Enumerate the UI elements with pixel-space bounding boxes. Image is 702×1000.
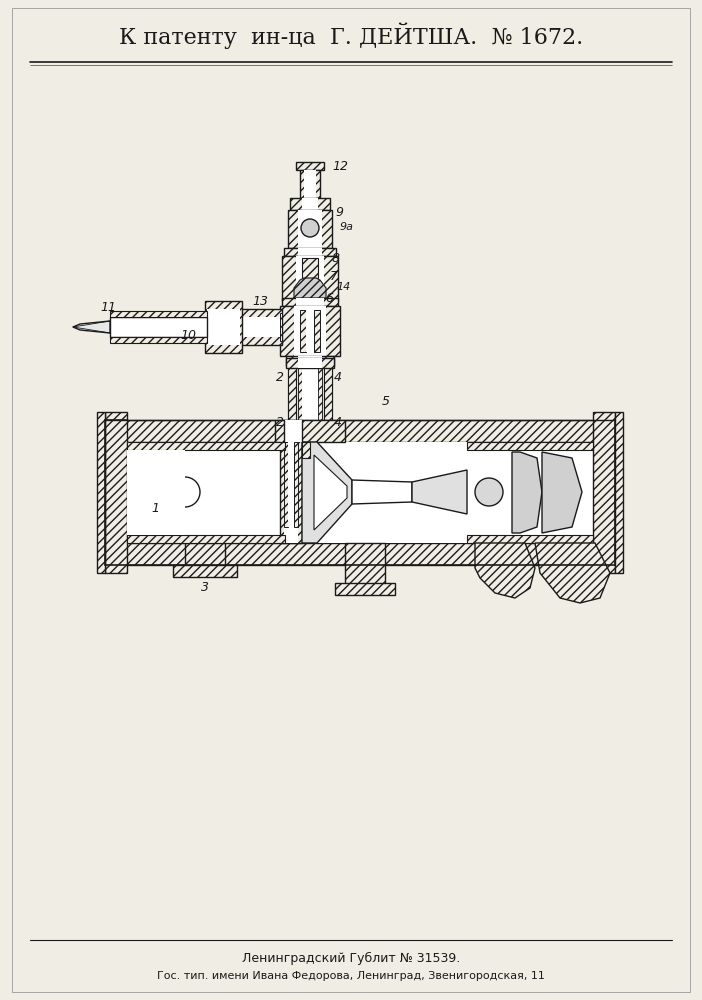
Polygon shape <box>286 356 334 366</box>
Text: 6: 6 <box>325 292 333 305</box>
Bar <box>296 256 324 301</box>
Polygon shape <box>345 543 385 593</box>
Bar <box>298 356 322 366</box>
Polygon shape <box>173 565 237 577</box>
Polygon shape <box>615 412 623 573</box>
Polygon shape <box>282 256 338 301</box>
Bar <box>304 366 316 420</box>
Polygon shape <box>314 455 347 530</box>
Polygon shape <box>110 337 207 343</box>
Bar <box>302 366 318 420</box>
Polygon shape <box>110 311 207 317</box>
Polygon shape <box>127 442 285 450</box>
Text: 1: 1 <box>151 502 159 515</box>
Polygon shape <box>73 321 110 333</box>
Bar <box>207 309 240 345</box>
Polygon shape <box>316 366 322 420</box>
Polygon shape <box>314 310 320 352</box>
Text: 4: 4 <box>334 371 342 384</box>
Bar <box>324 366 332 420</box>
Polygon shape <box>280 306 340 356</box>
Polygon shape <box>467 442 593 450</box>
Bar <box>288 442 294 527</box>
Polygon shape <box>296 162 324 170</box>
Polygon shape <box>127 535 285 543</box>
Polygon shape <box>288 366 296 420</box>
Polygon shape <box>542 452 582 533</box>
Polygon shape <box>284 248 336 256</box>
Polygon shape <box>412 470 467 514</box>
Circle shape <box>475 478 503 506</box>
Polygon shape <box>467 535 593 543</box>
Polygon shape <box>185 543 225 573</box>
Text: К патенту  ин-ца  Г. ДЕЙТША.  № 1672.: К патенту ин-ца Г. ДЕЙТША. № 1672. <box>119 23 583 49</box>
Polygon shape <box>512 452 542 533</box>
Polygon shape <box>290 198 330 210</box>
Text: Ленинградский Гублит № 31539.: Ленинградский Гублит № 31539. <box>242 951 460 965</box>
Polygon shape <box>318 366 322 420</box>
Polygon shape <box>105 412 127 573</box>
Polygon shape <box>280 313 282 341</box>
Polygon shape <box>286 358 334 368</box>
Polygon shape <box>535 543 610 603</box>
Bar <box>284 420 302 442</box>
Bar <box>298 358 322 368</box>
Polygon shape <box>593 412 615 573</box>
Text: 14: 14 <box>336 282 350 292</box>
Circle shape <box>301 219 319 237</box>
Bar <box>242 317 280 337</box>
Bar <box>288 366 296 420</box>
Polygon shape <box>205 301 242 353</box>
Bar <box>296 298 324 306</box>
Bar <box>127 442 132 543</box>
Text: 7: 7 <box>330 270 338 283</box>
Polygon shape <box>288 210 332 248</box>
Polygon shape <box>97 412 105 573</box>
Text: 2: 2 <box>276 371 284 384</box>
Polygon shape <box>324 366 332 420</box>
Polygon shape <box>302 442 310 458</box>
Bar <box>298 210 322 248</box>
Text: 9a: 9a <box>340 222 354 232</box>
Text: 4: 4 <box>334 416 342 429</box>
Text: 3: 3 <box>201 581 209 594</box>
Polygon shape <box>284 442 298 543</box>
Polygon shape <box>324 366 332 420</box>
Polygon shape <box>282 298 338 306</box>
Polygon shape <box>335 583 395 595</box>
Text: 9: 9 <box>335 206 343 219</box>
Bar <box>302 198 318 210</box>
Bar <box>306 310 314 352</box>
Bar <box>304 170 316 198</box>
Polygon shape <box>300 310 306 352</box>
Polygon shape <box>475 543 535 598</box>
Polygon shape <box>352 480 412 504</box>
Text: 10: 10 <box>180 329 196 342</box>
Text: 12: 12 <box>332 160 348 173</box>
Polygon shape <box>288 366 296 420</box>
Polygon shape <box>294 278 326 298</box>
Text: 13: 13 <box>252 295 268 308</box>
Text: 11: 11 <box>100 301 116 314</box>
Polygon shape <box>294 442 298 527</box>
Polygon shape <box>284 442 288 527</box>
Polygon shape <box>240 309 282 345</box>
Bar <box>294 306 326 356</box>
Text: 2: 2 <box>276 416 284 429</box>
Polygon shape <box>275 420 345 543</box>
Polygon shape <box>300 170 320 198</box>
Polygon shape <box>298 366 302 420</box>
Bar <box>127 442 593 543</box>
Polygon shape <box>302 258 318 278</box>
Polygon shape <box>127 450 275 535</box>
Text: 5: 5 <box>382 395 390 408</box>
Polygon shape <box>302 442 352 543</box>
Polygon shape <box>105 543 615 565</box>
Polygon shape <box>298 366 304 420</box>
Polygon shape <box>105 420 615 442</box>
Text: 8: 8 <box>332 252 340 265</box>
Bar <box>298 248 322 256</box>
Text: Гос. тип. имени Ивана Федорова, Ленинград, Звенигородская, 11: Гос. тип. имени Ивана Федорова, Ленингра… <box>157 971 545 981</box>
Bar <box>110 317 207 337</box>
